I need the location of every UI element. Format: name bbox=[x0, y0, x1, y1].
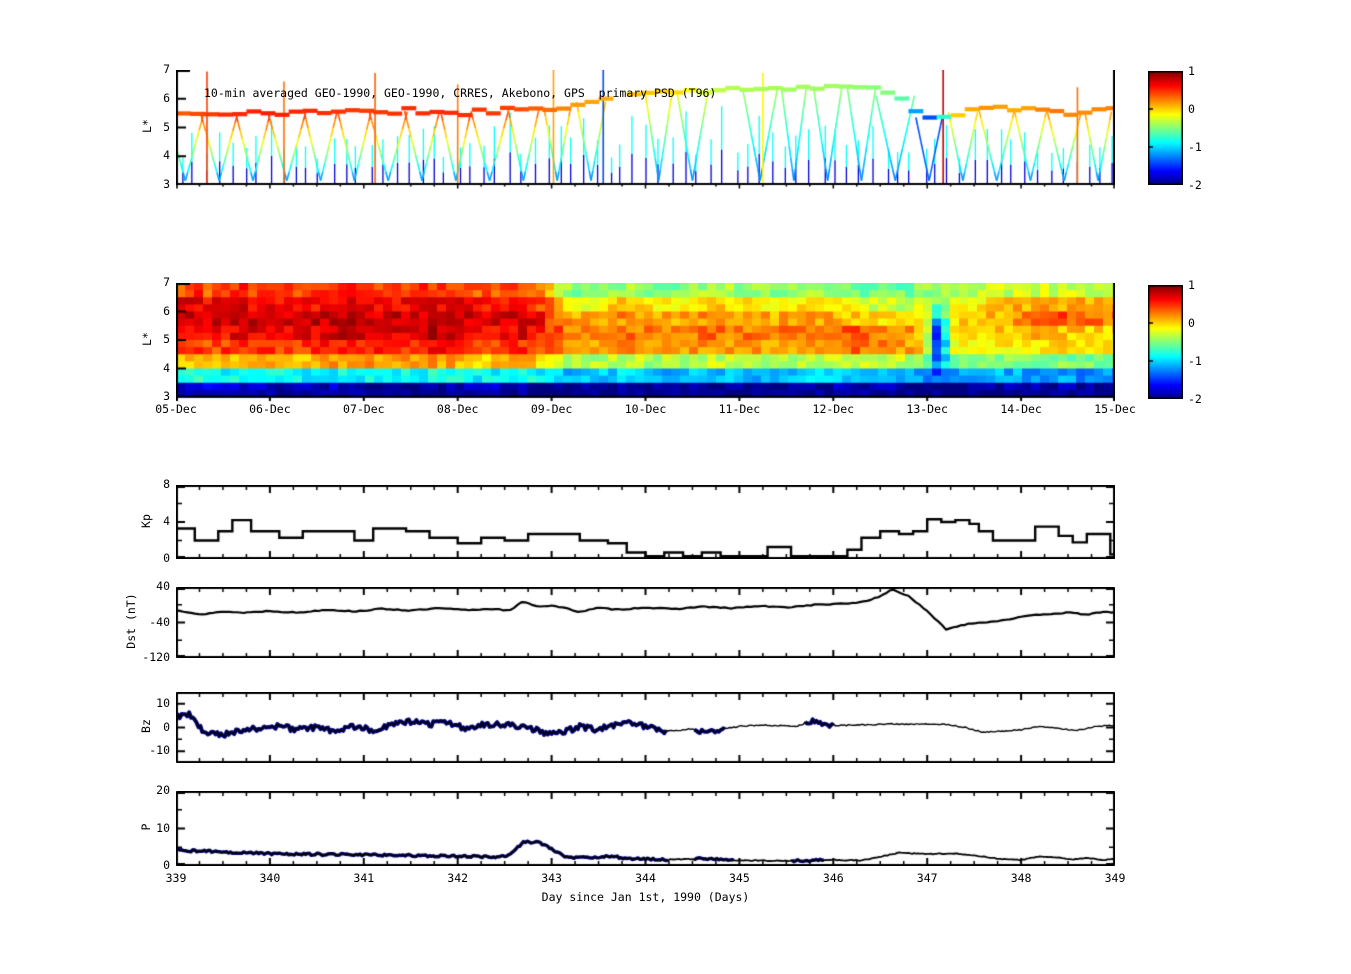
p-ytick-label: 0 bbox=[163, 858, 170, 872]
kp-ytick-label: 0 bbox=[163, 551, 170, 565]
psd-heatmap-colorbar bbox=[1148, 285, 1183, 399]
psd-scatter-ytick-label: 5 bbox=[163, 119, 170, 134]
x-tick-label: 339 bbox=[165, 871, 187, 885]
colorbar-tick-label: -2 bbox=[1188, 178, 1202, 192]
heatmap-date-label: 05-Dec bbox=[155, 402, 197, 416]
colorbar-tick-label: 1 bbox=[1188, 278, 1195, 292]
psd-scatter-ytick-label: 7 bbox=[163, 62, 170, 76]
colorbar-tick-label: 1 bbox=[1188, 64, 1195, 78]
psd-scatter-ytick-label: 6 bbox=[163, 90, 170, 105]
colorbar-tick-label: -2 bbox=[1188, 392, 1202, 406]
p-ytick-label: 10 bbox=[156, 820, 170, 835]
psd-scatter-title: 10-min averaged GEO-1990, GEO-1990, CRRE… bbox=[204, 86, 717, 100]
x-tick-label: 347 bbox=[916, 871, 938, 885]
bz-plot bbox=[176, 692, 1115, 763]
x-tick-label: 349 bbox=[1104, 871, 1126, 885]
heatmap-date-label: 07-Dec bbox=[343, 402, 385, 416]
colorbar-tick-label: 0 bbox=[1188, 316, 1195, 330]
dst-ytick-label: -120 bbox=[142, 650, 170, 664]
dst-ytick-label: -40 bbox=[149, 614, 170, 629]
psd-scatter-ytick-label: 4 bbox=[163, 148, 170, 163]
kp-plot bbox=[176, 485, 1115, 559]
bz-ytick-label: 0 bbox=[163, 719, 170, 734]
x-tick-label: 346 bbox=[822, 871, 844, 885]
x-tick-label: 348 bbox=[1010, 871, 1032, 885]
psd-scatter-colorbar bbox=[1148, 71, 1183, 185]
kp-ytick-label: 8 bbox=[163, 477, 170, 491]
bz-ytick-label: 10 bbox=[156, 695, 170, 710]
heatmap-date-label: 09-Dec bbox=[530, 402, 573, 416]
x-tick-label: 343 bbox=[541, 871, 562, 885]
heatmap-date-label: 08-Dec bbox=[436, 402, 479, 416]
heatmap-date-label: 10-Dec bbox=[624, 402, 667, 416]
psd-heatmap-ytick-label: 7 bbox=[163, 275, 170, 289]
heatmap-date-label: 06-Dec bbox=[249, 402, 291, 416]
x-tick-label: 341 bbox=[353, 871, 375, 885]
colorbar-tick-label: 0 bbox=[1188, 102, 1195, 116]
heatmap-date-label: 14-Dec bbox=[1000, 402, 1042, 416]
psd-heatmap-ytick-label: 3 bbox=[163, 389, 170, 403]
dst-ytick-label: 40 bbox=[156, 579, 170, 593]
x-tick-label: 345 bbox=[729, 871, 750, 885]
psd-scatter-ytick-label: 3 bbox=[163, 177, 170, 191]
heatmap-date-label: 13-Dec bbox=[906, 402, 948, 416]
psd-scatter-plot bbox=[176, 70, 1115, 190]
kp-ytick-label: 4 bbox=[163, 514, 170, 528]
heatmap-date-label: 11-Dec bbox=[718, 402, 761, 416]
psd-heatmap-ytick-label: 5 bbox=[163, 332, 170, 346]
psd-heatmap-ytick-label: 4 bbox=[163, 360, 170, 375]
x-axis-label: Day since Jan 1st, 1990 (Days) bbox=[541, 890, 750, 904]
heatmap-date-label: 15-Dec bbox=[1094, 402, 1136, 416]
psd-heatmap-ytick-label: 6 bbox=[163, 303, 170, 318]
dst-plot bbox=[176, 587, 1115, 658]
p-ytick-label: 20 bbox=[156, 783, 170, 797]
bz-ytick-label: -10 bbox=[149, 743, 170, 758]
x-tick-label: 340 bbox=[259, 871, 281, 885]
heatmap-date-label: 12-Dec bbox=[812, 402, 855, 416]
colorbar-tick-label: -1 bbox=[1188, 354, 1202, 368]
x-tick-label: 342 bbox=[447, 871, 469, 885]
p-plot bbox=[176, 791, 1115, 866]
colorbar-tick-label: -1 bbox=[1188, 140, 1202, 154]
psd-heatmap-plot bbox=[176, 283, 1115, 402]
x-tick-label: 344 bbox=[635, 871, 656, 885]
